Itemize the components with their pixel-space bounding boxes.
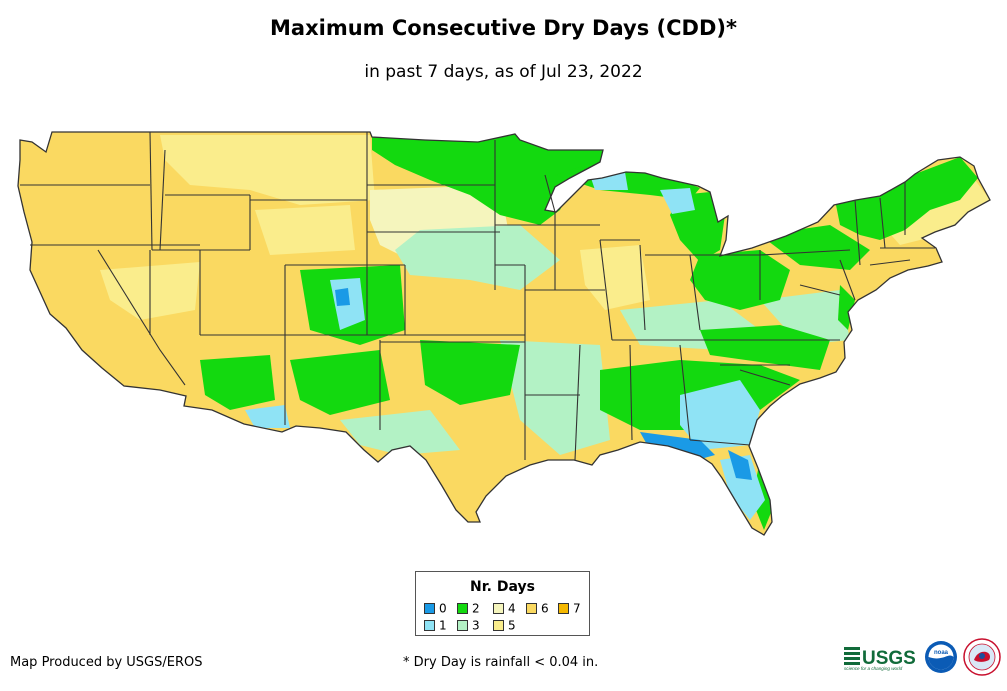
legend-label: 2 <box>472 601 480 616</box>
legend-title: Nr. Days <box>470 579 535 595</box>
map-patch-light <box>580 245 650 310</box>
state-border <box>839 259 856 301</box>
legend-item-1: 1 <box>424 619 447 632</box>
state-border <box>544 174 556 213</box>
usgs-logo: USGS science for a changing world <box>844 647 916 671</box>
map-patch-cyan <box>660 188 695 214</box>
legend-swatch <box>493 620 504 631</box>
legend-item-2: 2 <box>457 602 480 615</box>
legend-swatch <box>424 620 435 631</box>
state-border <box>149 131 153 251</box>
map-patch-cyan <box>680 380 760 450</box>
usgs-tagline: science for a changing world <box>844 666 903 671</box>
map-patch-blue <box>335 288 350 306</box>
state-border <box>854 199 861 266</box>
legend-box: Nr. Days 0 1 2 3 4 5 6 7 <box>415 571 590 636</box>
map-patch-mint <box>340 410 460 455</box>
state-border <box>629 344 633 441</box>
state-border <box>574 344 581 461</box>
state-border <box>799 284 841 296</box>
legend-item-4: 4 <box>493 602 516 615</box>
legend-label: 7 <box>573 601 581 616</box>
map-patch-mint <box>760 290 850 345</box>
map-patch-green <box>690 250 790 310</box>
legend-swatch <box>558 603 569 614</box>
legend-swatch <box>424 603 435 614</box>
us-cdd-map <box>17 131 991 536</box>
map-patch-green <box>290 350 390 415</box>
map-credit: Map Produced by USGS/EROS <box>10 655 203 670</box>
legend-item-6: 6 <box>526 602 549 615</box>
state-border <box>739 369 791 386</box>
state-border <box>639 244 646 331</box>
map-patch-light <box>255 205 355 255</box>
state-border <box>599 239 613 341</box>
state-border <box>879 197 886 249</box>
map-patch-light <box>160 135 375 205</box>
map-patch-cyan <box>720 455 765 520</box>
map-patch-green <box>835 157 978 240</box>
state-border <box>689 254 701 331</box>
map-patch-green <box>760 225 870 270</box>
noaa-logo: noaa <box>925 641 957 673</box>
state-border <box>759 249 851 256</box>
dry-day-footnote: * Dry Day is rainfall < 0.04 in. <box>403 655 599 670</box>
map-patch-mint <box>395 225 560 290</box>
legend-swatch <box>457 620 468 631</box>
legend-item-5: 5 <box>493 619 516 632</box>
map-subtitle: in past 7 days, as of Jul 23, 2022 <box>364 62 643 82</box>
state-border <box>97 249 186 386</box>
map-patch-mint <box>500 340 610 455</box>
legend-swatch <box>526 603 537 614</box>
state-border <box>159 149 166 251</box>
map-patch-green <box>372 134 603 225</box>
map-patch-green <box>200 355 275 410</box>
legend-swatch <box>493 603 504 614</box>
nws-logo <box>963 638 1001 676</box>
usgs-logo-text: USGS <box>862 648 916 669</box>
legend-label: 5 <box>508 618 516 633</box>
legend-label: 0 <box>439 601 447 616</box>
state-border <box>689 439 751 446</box>
map-title: Maximum Consecutive Dry Days (CDD)* <box>270 16 737 40</box>
legend-label: 6 <box>541 601 549 616</box>
map-patch-green <box>700 325 830 370</box>
map-patch-cyan <box>590 172 628 190</box>
state-border <box>679 344 691 441</box>
map-patch-green <box>420 340 520 405</box>
legend-label: 4 <box>508 601 516 616</box>
legend-label: 1 <box>439 618 447 633</box>
legend-item-7: 7 <box>558 602 581 615</box>
state-border <box>869 259 911 266</box>
legend-item-0: 0 <box>424 602 447 615</box>
noaa-logo-text: noaa <box>934 650 949 656</box>
legend-swatch <box>457 603 468 614</box>
map-patch-cyan <box>245 405 290 428</box>
map-patch-green <box>838 285 855 330</box>
map-patch-blue <box>728 450 752 480</box>
legend-item-3: 3 <box>457 619 480 632</box>
legend-label: 3 <box>472 618 480 633</box>
